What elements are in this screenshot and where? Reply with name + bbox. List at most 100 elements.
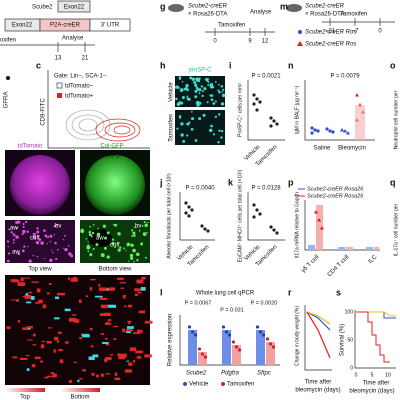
panel-label: n xyxy=(288,60,294,70)
cell xyxy=(185,123,188,125)
label: × Rosa26-DTA xyxy=(188,12,227,18)
cell xyxy=(67,277,71,280)
cell xyxy=(178,77,181,80)
panel-label: i xyxy=(229,60,232,70)
cell xyxy=(54,317,60,320)
mouse-icons xyxy=(168,4,302,12)
cell xyxy=(109,353,114,356)
cell xyxy=(128,362,133,366)
legend-marker xyxy=(298,30,302,34)
label: Relative expression xyxy=(168,314,174,366)
dot xyxy=(272,228,276,232)
cell xyxy=(67,245,70,247)
label: 5 xyxy=(371,372,374,378)
cell xyxy=(137,329,143,334)
label: 0 xyxy=(355,372,358,378)
fiber xyxy=(117,232,121,236)
cell xyxy=(186,95,189,98)
cell xyxy=(140,287,146,291)
dot xyxy=(314,210,318,214)
fiber xyxy=(131,235,134,238)
micrograph xyxy=(175,110,225,145)
cell xyxy=(176,127,179,130)
cell xyxy=(46,236,48,239)
label: Bottom view xyxy=(99,267,132,273)
cell xyxy=(22,249,25,253)
cell xyxy=(40,360,43,363)
dot xyxy=(252,102,256,106)
bar xyxy=(366,247,373,250)
label: 21 xyxy=(82,56,89,62)
cell xyxy=(7,246,9,248)
label: Scube2-creER Ros xyxy=(305,42,356,48)
bar xyxy=(374,247,379,250)
cell xyxy=(12,241,15,244)
fiber xyxy=(129,253,134,258)
cell xyxy=(12,356,18,359)
fiber xyxy=(114,223,118,227)
dot xyxy=(268,342,273,346)
cell xyxy=(180,89,183,93)
cell xyxy=(195,101,199,105)
cell xyxy=(137,291,142,294)
cell xyxy=(217,141,220,144)
dot xyxy=(269,124,273,128)
label: 0 xyxy=(350,365,353,371)
fiber xyxy=(130,243,134,247)
cell xyxy=(27,245,29,248)
fiber xyxy=(143,221,146,224)
cell xyxy=(73,361,77,363)
cell xyxy=(118,356,125,360)
cell xyxy=(218,129,221,132)
cell xyxy=(74,319,80,323)
fiber xyxy=(95,243,99,247)
label: Vehicle xyxy=(169,82,175,102)
label: GFRA xyxy=(4,92,10,109)
cell xyxy=(201,90,204,93)
cell xyxy=(8,228,11,231)
label: Col-GFP xyxy=(100,144,123,150)
line xyxy=(306,311,331,325)
fiber xyxy=(92,223,95,226)
dot xyxy=(187,325,192,329)
cell xyxy=(105,373,111,375)
fiber xyxy=(106,231,110,235)
dot xyxy=(255,325,260,329)
label: Gate: Lin−, SCA-1− xyxy=(54,74,107,80)
axis xyxy=(304,200,380,251)
dot xyxy=(258,330,263,334)
cell xyxy=(96,374,99,378)
cell xyxy=(12,233,15,236)
cell xyxy=(186,134,189,137)
cell xyxy=(22,225,25,228)
cell xyxy=(36,227,39,230)
cell xyxy=(175,97,178,101)
cell xyxy=(24,294,32,299)
cell xyxy=(22,327,29,330)
bar xyxy=(188,330,197,365)
cell xyxy=(212,133,216,136)
cell xyxy=(210,98,214,101)
cell xyxy=(48,327,52,329)
label: Time after xyxy=(305,380,332,386)
cell xyxy=(196,103,200,107)
bar xyxy=(266,342,275,365)
dot xyxy=(197,347,202,351)
cell xyxy=(125,329,133,332)
dot xyxy=(316,129,320,133)
cell xyxy=(104,358,108,363)
cell xyxy=(90,278,96,281)
cell xyxy=(89,287,93,291)
label: 0 xyxy=(213,39,217,45)
cell xyxy=(7,252,11,255)
cell xyxy=(108,287,115,291)
cell xyxy=(17,252,21,256)
cell xyxy=(122,295,126,299)
label: Top view xyxy=(28,267,52,273)
dot xyxy=(343,129,347,133)
fiber xyxy=(140,242,143,246)
dot xyxy=(200,224,204,228)
cell xyxy=(46,341,52,344)
dot xyxy=(234,345,239,349)
cell xyxy=(55,296,60,300)
